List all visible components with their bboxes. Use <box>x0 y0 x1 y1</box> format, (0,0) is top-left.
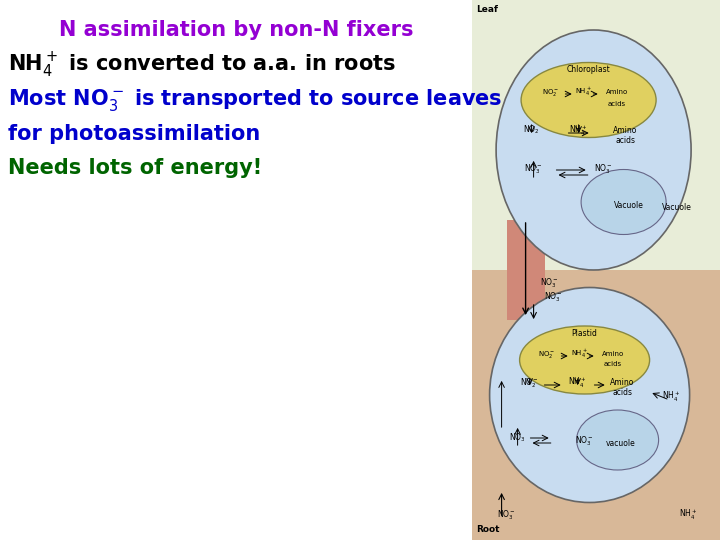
Text: Leaf: Leaf <box>477 5 498 14</box>
Text: NO$_3^-$: NO$_3^-$ <box>544 291 562 305</box>
Text: Vacuole: Vacuole <box>662 203 691 212</box>
Text: Most NO$_3^-$ is transported to source leaves: Most NO$_3^-$ is transported to source l… <box>8 87 503 113</box>
Text: N assimilation by non-N fixers: N assimilation by non-N fixers <box>58 20 413 40</box>
Text: NO$_3^-$: NO$_3^-$ <box>539 276 559 289</box>
Text: vacuole: vacuole <box>606 440 636 449</box>
Text: NH$_4^+$: NH$_4^+$ <box>569 375 587 389</box>
Text: Amino: Amino <box>611 378 635 387</box>
Text: acids: acids <box>603 361 621 367</box>
Ellipse shape <box>490 287 690 503</box>
Text: for photoassimilation: for photoassimilation <box>8 124 260 144</box>
Text: Needs lots of energy!: Needs lots of energy! <box>8 158 262 178</box>
Text: NO$_2$: NO$_2$ <box>523 124 540 137</box>
Text: NO$_3$: NO$_3$ <box>509 431 526 443</box>
Text: Amino: Amino <box>601 351 624 357</box>
Text: NO$_2^-$: NO$_2^-$ <box>542 87 559 98</box>
Text: NH$_4^+$: NH$_4^+$ <box>575 86 592 98</box>
Text: NO$_3^-$: NO$_3^-$ <box>594 163 613 177</box>
Ellipse shape <box>577 410 659 470</box>
Text: NH$_4^+$ is converted to a.a. in roots: NH$_4^+$ is converted to a.a. in roots <box>8 50 396 79</box>
Text: acids: acids <box>608 101 626 107</box>
Ellipse shape <box>520 326 649 394</box>
Ellipse shape <box>581 170 666 234</box>
Text: NO$_2^-$: NO$_2^-$ <box>538 349 555 360</box>
Text: acids: acids <box>613 388 633 397</box>
Bar <box>472 0 720 270</box>
Text: Chloroplast: Chloroplast <box>567 65 611 74</box>
Text: acids: acids <box>616 136 636 145</box>
Text: NH$_4^+$: NH$_4^+$ <box>679 508 697 523</box>
Text: NO$_3^-$: NO$_3^-$ <box>497 509 516 523</box>
Text: Amino: Amino <box>613 126 638 135</box>
Text: NH$_4^+$: NH$_4^+$ <box>662 390 680 404</box>
Text: Plastid: Plastid <box>572 329 598 338</box>
Ellipse shape <box>496 30 691 270</box>
Text: NO$_2^-$: NO$_2^-$ <box>520 376 539 389</box>
Ellipse shape <box>521 63 656 138</box>
Text: NH$_4^+$: NH$_4^+$ <box>570 123 588 138</box>
Text: Vacuole: Vacuole <box>613 201 644 211</box>
Text: NO$_3^-$: NO$_3^-$ <box>575 434 594 448</box>
Bar <box>507 220 544 320</box>
Text: NH$_4^+$: NH$_4^+$ <box>571 348 588 360</box>
Text: NO$_3^-$: NO$_3^-$ <box>524 163 543 177</box>
Bar <box>472 270 720 540</box>
Text: Root: Root <box>477 525 500 534</box>
Text: Amino: Amino <box>606 89 628 95</box>
